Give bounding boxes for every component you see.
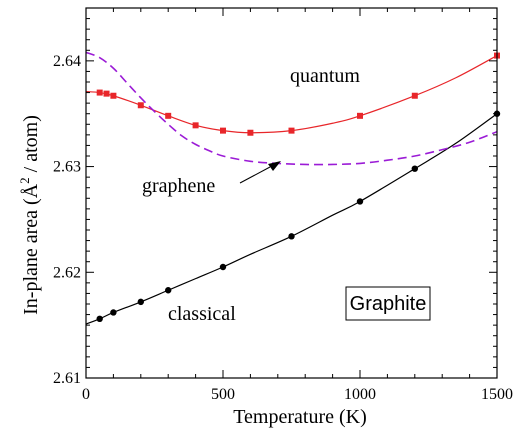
y-tick-label: 2.63: [53, 159, 81, 176]
data-point-quantum: [110, 92, 117, 99]
data-point-classical: [110, 309, 117, 316]
data-point-quantum: [411, 92, 418, 99]
plot-markers: [96, 52, 501, 322]
graphite-label-box: [345, 286, 431, 321]
data-point-classical: [219, 263, 227, 271]
data-point-quantum: [165, 112, 172, 119]
data-point-quantum: [192, 122, 199, 129]
y-axis-label-unit: Å: [20, 183, 42, 198]
y-tick-label: 2.61: [53, 370, 81, 387]
data-point-quantum: [247, 129, 254, 136]
x-tick-label: 1500: [481, 386, 513, 403]
series-line-graphene: [85, 51, 498, 166]
x-tick-label: 500: [211, 386, 235, 403]
data-point-quantum: [137, 102, 144, 109]
annotation-quantum: quantum: [290, 65, 360, 87]
data-point-classical: [356, 198, 364, 205]
x-tick-label: 1000: [344, 386, 376, 403]
annotation-classical: classical: [168, 303, 236, 325]
data-point-classical: [165, 287, 172, 294]
graphene-arrow-head: [268, 161, 281, 171]
annotation-graphene: graphene: [142, 175, 215, 197]
graphene-arrow-line: [239, 166, 271, 184]
data-point-quantum: [288, 127, 295, 134]
graphite-label: Graphite: [350, 293, 427, 315]
y-axis-label-main: In-plane area (: [20, 198, 42, 315]
y-axis-label-sup: 2: [17, 177, 32, 184]
data-point-classical: [288, 233, 295, 240]
axes: [85, 7, 498, 379]
y-axis-label: In-plane area (Å2 / atom): [17, 115, 42, 315]
data-point-quantum: [103, 90, 110, 97]
y-tick-label: 2.62: [53, 264, 81, 281]
plot-frame: [85, 7, 498, 379]
data-point-quantum: [96, 89, 103, 96]
x-axis-label: Temperature (K): [233, 406, 367, 428]
y-tick-label: 2.64: [53, 53, 81, 70]
data-point-classical: [411, 165, 418, 172]
y-axis-label-tail: / atom): [20, 115, 42, 177]
data-point-classical: [96, 315, 103, 322]
ticks: 0 500 1000 1500 2.61 2.62 2.63 2.64: [53, 7, 513, 403]
data-point-classical: [137, 298, 144, 306]
x-tick-label: 0: [82, 386, 90, 403]
data-point-quantum: [220, 127, 226, 134]
data-point-quantum: [357, 112, 363, 119]
